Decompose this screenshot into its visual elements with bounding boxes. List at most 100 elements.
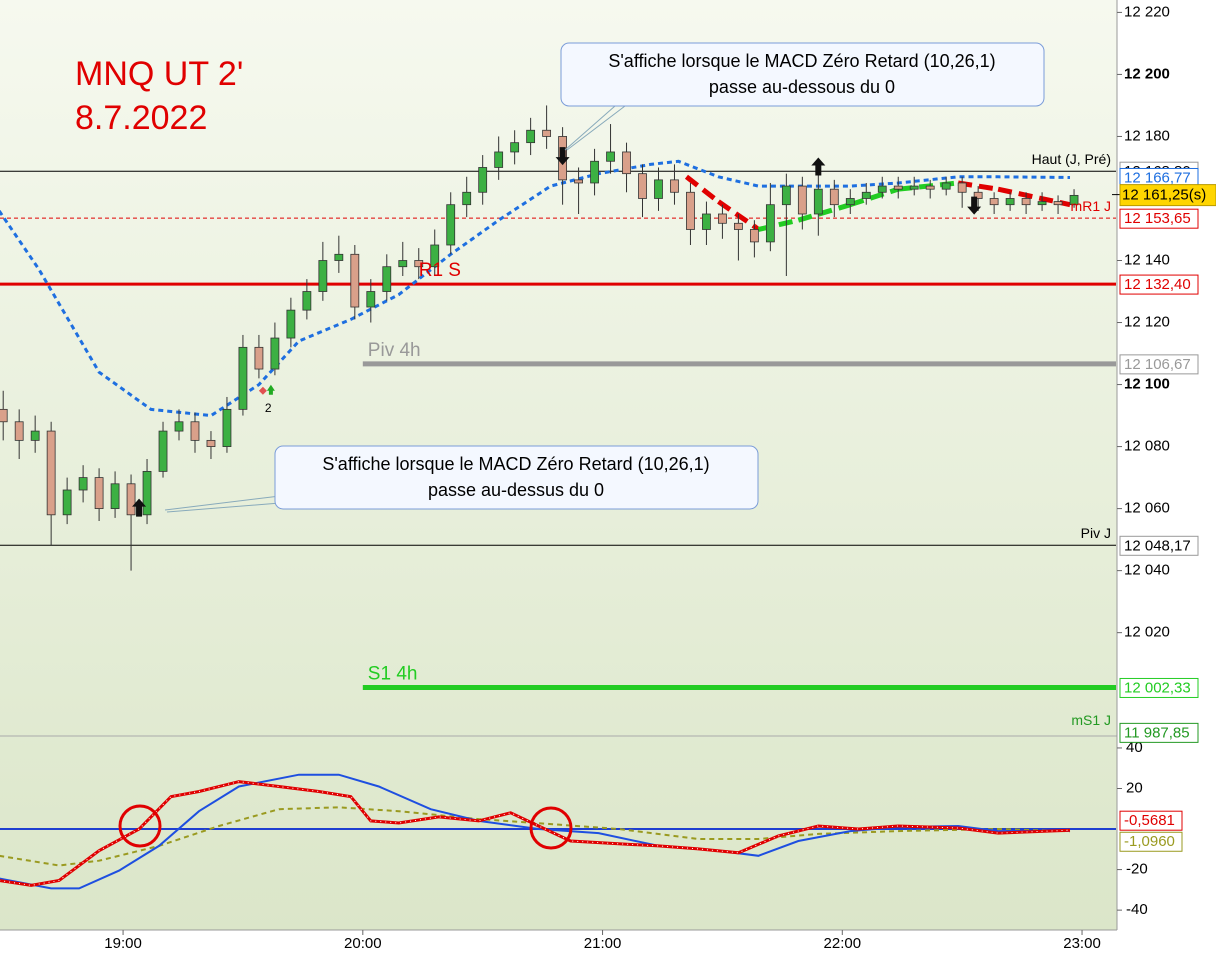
callout-pointer bbox=[164, 495, 281, 513]
candle-body bbox=[270, 337, 280, 370]
marker-arrow bbox=[266, 384, 275, 395]
candle-body bbox=[318, 260, 328, 292]
candle-body bbox=[638, 173, 647, 199]
candle-body bbox=[398, 260, 408, 268]
x-tick-label: 21:00 bbox=[584, 935, 622, 952]
candle-body bbox=[845, 198, 855, 206]
candle-body bbox=[957, 182, 967, 193]
candle-body bbox=[718, 213, 727, 224]
y-tick-label: 12 100 bbox=[1124, 376, 1170, 393]
candle-body bbox=[686, 191, 695, 230]
indicator-panel bbox=[0, 773, 1116, 890]
candle-body bbox=[286, 309, 296, 339]
candle-body bbox=[302, 291, 312, 311]
candle-body bbox=[414, 260, 424, 268]
candle-body bbox=[925, 185, 935, 190]
candle-body bbox=[781, 185, 791, 206]
value-box-label: 12 048,17 bbox=[1124, 537, 1191, 554]
candle-body bbox=[142, 470, 152, 516]
candle-body bbox=[574, 179, 583, 184]
value-box-label: 12 153,65 bbox=[1124, 210, 1191, 227]
highlight-circle bbox=[118, 804, 162, 848]
candle-body bbox=[526, 129, 536, 144]
candle-body bbox=[462, 191, 472, 206]
highlight-circle bbox=[529, 806, 573, 850]
value-box-label: 12 106,67 bbox=[1124, 356, 1191, 373]
candle-body bbox=[334, 253, 344, 261]
level-label: Piv 4h bbox=[368, 340, 421, 361]
candle-body bbox=[1069, 194, 1079, 206]
y-tick-label: 12 180 bbox=[1124, 127, 1170, 144]
candle-body bbox=[222, 408, 232, 447]
level-label: mR1 J bbox=[1071, 198, 1111, 214]
candle-body bbox=[1037, 201, 1047, 206]
candle-body bbox=[382, 266, 392, 292]
candle-body bbox=[126, 483, 136, 516]
candle-body bbox=[174, 421, 184, 432]
y-tick-label: 12 040 bbox=[1124, 562, 1170, 579]
candle-body bbox=[1053, 201, 1063, 206]
candle-body bbox=[94, 477, 104, 510]
value-box-label: 12 166,77 bbox=[1124, 169, 1191, 186]
x-tick-label: 22:00 bbox=[824, 935, 862, 952]
callout-text: passe au-dessus du 0 bbox=[428, 480, 604, 500]
candle-body bbox=[206, 439, 216, 447]
y-tick-label: 20 bbox=[1126, 779, 1143, 796]
candle-body bbox=[446, 204, 456, 246]
callout-text: S'affiche lorsque le MACD Zéro Retard (1… bbox=[608, 51, 995, 71]
candle-body bbox=[973, 191, 983, 199]
chart-title: 8.7.2022 bbox=[75, 99, 207, 137]
y-tick-label: -20 bbox=[1126, 861, 1148, 878]
value-box bbox=[1119, 535, 1199, 556]
candle-body bbox=[829, 188, 839, 206]
y-tick-label: 12 140 bbox=[1124, 251, 1170, 268]
candle-body bbox=[861, 191, 871, 199]
candle-body bbox=[1021, 198, 1031, 206]
last-price-box bbox=[1119, 184, 1216, 207]
callout: S'affiche lorsque le MACD Zéro Retard (1… bbox=[560, 42, 1045, 151]
x-tick-label: 20:00 bbox=[344, 935, 382, 952]
callout-box bbox=[274, 445, 759, 510]
y-tick-label: 12 120 bbox=[1124, 314, 1170, 331]
value-box-label: 11 987,85 bbox=[1124, 724, 1190, 741]
candle-body bbox=[877, 185, 887, 193]
candle-body bbox=[78, 477, 88, 491]
value-box-label: -1,0960 bbox=[1124, 833, 1175, 850]
signal-arrow bbox=[555, 147, 570, 166]
signal-segment bbox=[797, 202, 852, 223]
chart-title: MNQ UT 2' bbox=[75, 55, 243, 93]
signal-segment bbox=[684, 174, 720, 204]
candle-body bbox=[749, 229, 759, 243]
candle-body bbox=[909, 185, 919, 190]
candle-body bbox=[606, 151, 615, 162]
candle-body bbox=[893, 185, 903, 190]
candle-body bbox=[941, 182, 951, 190]
value-box bbox=[1119, 354, 1199, 375]
signal-segment bbox=[849, 186, 900, 208]
candle-body bbox=[0, 408, 8, 423]
y-tick-label: 12 020 bbox=[1124, 624, 1170, 641]
candle-body bbox=[510, 142, 520, 153]
signal-arrow bbox=[967, 196, 982, 215]
value-box bbox=[1119, 208, 1199, 229]
candle-body bbox=[62, 489, 72, 516]
candle-body bbox=[430, 244, 440, 268]
candle-body bbox=[590, 160, 599, 184]
y-tick-label: 12 060 bbox=[1124, 500, 1170, 517]
candle-body bbox=[158, 430, 168, 472]
candle-body bbox=[670, 179, 679, 193]
callout-text: passe au-dessous du 0 bbox=[709, 77, 895, 97]
y-tick-label: 12 220 bbox=[1124, 3, 1170, 20]
candle-body bbox=[366, 291, 376, 308]
marker bbox=[258, 386, 267, 395]
signal-arrow bbox=[811, 157, 826, 176]
value-box bbox=[1119, 274, 1199, 295]
value-box-label: -0,5681 bbox=[1124, 812, 1175, 829]
candle-body bbox=[254, 346, 264, 370]
candle-body bbox=[765, 204, 775, 243]
x-tick-label: 23:00 bbox=[1063, 935, 1101, 952]
candle-body bbox=[654, 179, 663, 199]
level-label: mS1 J bbox=[1071, 712, 1111, 728]
y-tick-label: -40 bbox=[1126, 901, 1148, 918]
candle-body bbox=[46, 430, 56, 516]
